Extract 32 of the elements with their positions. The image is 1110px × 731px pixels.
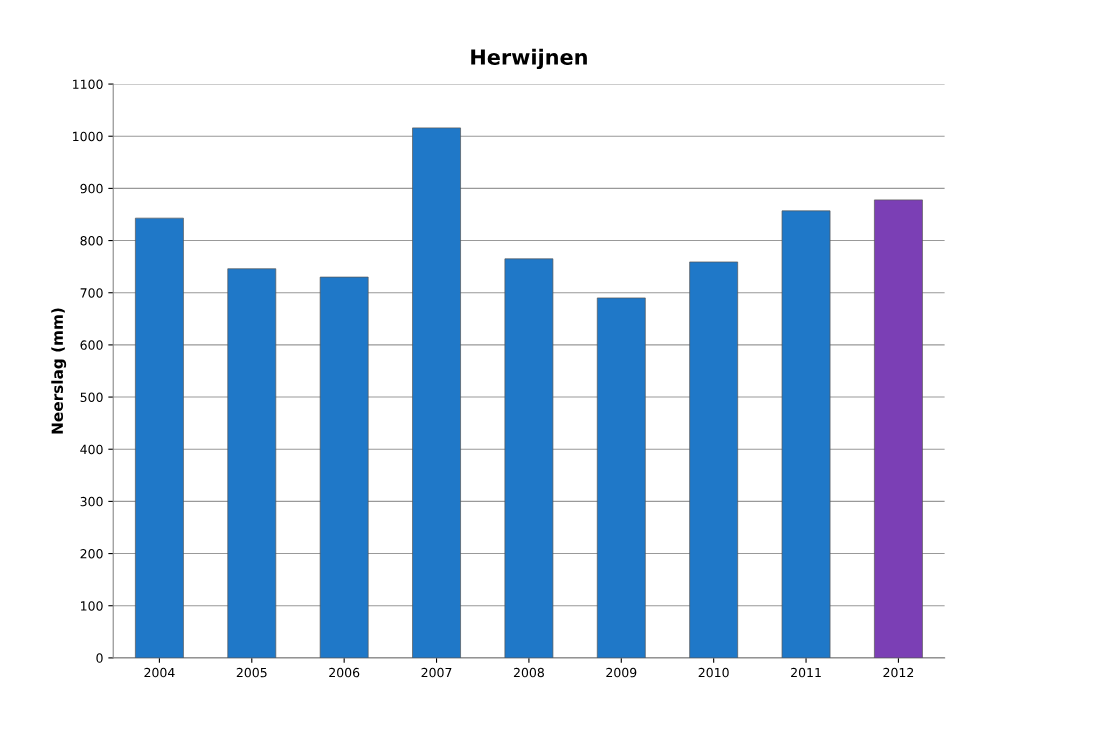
y-tick-label: 800	[80, 236, 103, 246]
bar	[135, 217, 184, 658]
x-tick-label: 2010	[698, 667, 729, 678]
bar	[596, 297, 646, 658]
x-tick-label: 2012	[883, 667, 914, 678]
y-tick-label: 400	[80, 444, 103, 455]
y-tick-label: 500	[80, 392, 103, 402]
x-tick-label: 2008	[513, 667, 544, 678]
chart-title: Herwijnen	[471, 48, 587, 70]
y-tick-label: 700	[80, 288, 103, 298]
bar	[874, 199, 923, 658]
x-tick-label: 2006	[329, 667, 360, 678]
y-axis-title: Neerslag (mm)	[51, 308, 67, 434]
x-tick-label: 2011	[791, 667, 821, 678]
bar	[319, 276, 369, 658]
x-tick-label: 2004	[144, 667, 175, 678]
bar	[781, 210, 831, 658]
y-tick-label: 300	[80, 496, 103, 507]
y-tick-label: 100	[81, 601, 103, 611]
bar	[227, 268, 277, 658]
y-tick-label: 1100	[73, 79, 103, 89]
x-tick-label: 2007	[421, 667, 452, 678]
y-tick-label: 1000	[73, 131, 103, 142]
bar	[504, 258, 554, 658]
bar	[689, 261, 739, 658]
y-tick-label: 600	[80, 340, 103, 350]
y-tick-label: 900	[80, 183, 103, 194]
x-tick-label: 2005	[236, 667, 267, 678]
y-tick-label: 0	[96, 653, 103, 663]
x-tick-label: 2009	[606, 667, 637, 678]
bar	[412, 127, 461, 658]
y-tick-label: 200	[80, 549, 103, 559]
